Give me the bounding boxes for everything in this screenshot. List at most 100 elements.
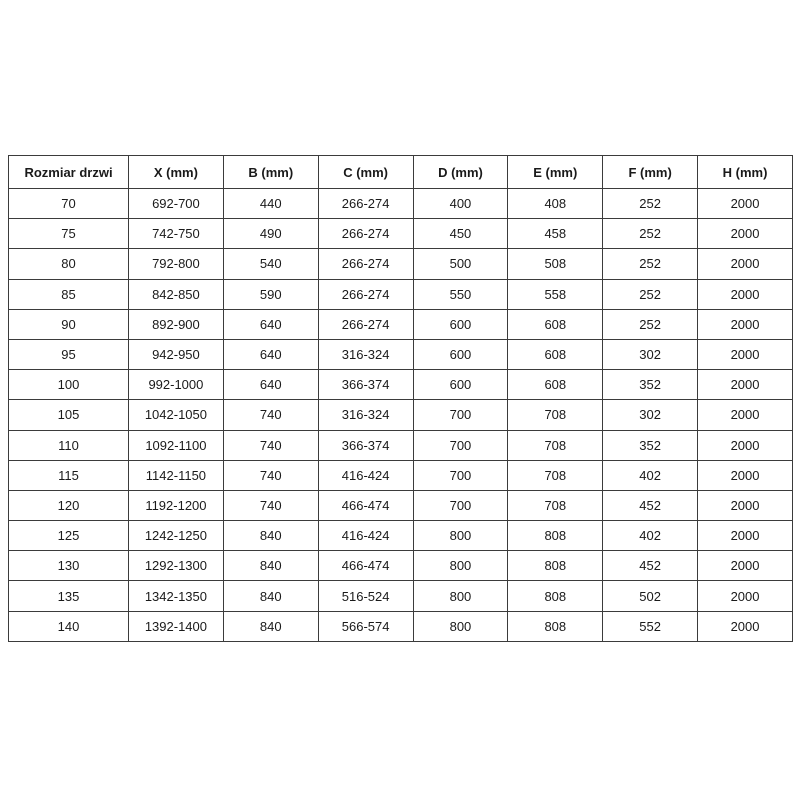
- value-cell: 692-700: [128, 187, 224, 220]
- value-cell: 740: [222, 399, 319, 431]
- value-cell: 466-474: [317, 489, 414, 522]
- column-header-1: X (mm): [128, 155, 224, 189]
- table-row: 130 1292-1300 840 466-474 800 808 452 2000: [8, 550, 793, 582]
- value-cell: 2000: [697, 550, 793, 582]
- value-cell: 1192-1200: [128, 489, 224, 522]
- table-row: 140 1392-1400 840 566-574 800 808 552 2000: [8, 610, 793, 642]
- column-header-2: B (mm): [222, 155, 319, 189]
- value-cell: 1042-1050: [128, 399, 224, 431]
- value-cell: 508: [507, 248, 604, 280]
- value-cell: 316-324: [317, 338, 414, 371]
- table-row: 100 992-1000 640 366-374 600 608 352 2000: [8, 369, 793, 401]
- value-cell: 352: [602, 429, 699, 461]
- table-head: Rozmiar drzwi X (mm) B (mm) C (mm) D (mm) E (…: [8, 155, 793, 189]
- value-cell: 502: [602, 580, 699, 612]
- value-cell: 840: [222, 550, 319, 582]
- value-cell: 708: [507, 399, 604, 431]
- column-header-4: D (mm): [412, 155, 509, 189]
- value-cell: 700: [412, 399, 509, 431]
- value-cell: 2000: [697, 218, 793, 250]
- value-cell: 416-424: [317, 459, 414, 491]
- table-row: 70 692-700 440 266-274 400 408 252 2000: [8, 187, 793, 220]
- value-cell: 700: [412, 489, 509, 522]
- value-cell: 558: [507, 278, 604, 310]
- value-cell: 1092-1100: [128, 429, 224, 461]
- value-cell: 590: [222, 278, 319, 310]
- column-header-6: F (mm): [602, 155, 699, 189]
- door-size-spec-table: Rozmiar drzwi X (mm) B (mm) C (mm) D (mm) E (…: [8, 155, 793, 642]
- value-cell: 252: [602, 218, 699, 250]
- row-size-cell: 75: [8, 218, 129, 250]
- door-size-table-container: Rozmiar drzwi X (mm) B (mm) C (mm) D (mm) E (…: [8, 155, 793, 642]
- value-cell: 408: [507, 187, 604, 220]
- row-size-cell: 120: [8, 489, 129, 522]
- value-cell: 608: [507, 369, 604, 401]
- table-row: 80 792-800 540 266-274 500 508 252 2000: [8, 248, 793, 280]
- value-cell: 266-274: [317, 187, 414, 220]
- value-cell: 992-1000: [128, 369, 224, 401]
- value-cell: 740: [222, 429, 319, 461]
- value-cell: 2000: [697, 187, 793, 220]
- column-header-5: E (mm): [507, 155, 604, 189]
- header-row: Rozmiar drzwi X (mm) B (mm) C (mm) D (mm) E (…: [8, 155, 793, 189]
- value-cell: 550: [412, 278, 509, 310]
- value-cell: 316-324: [317, 399, 414, 431]
- value-cell: 1292-1300: [128, 550, 224, 582]
- value-cell: 1342-1350: [128, 580, 224, 612]
- value-cell: 640: [222, 308, 319, 340]
- value-cell: 352: [602, 369, 699, 401]
- row-size-cell: 130: [8, 550, 129, 582]
- value-cell: 2000: [697, 489, 793, 522]
- value-cell: 366-374: [317, 369, 414, 401]
- column-header-0: Rozmiar drzwi: [8, 155, 129, 189]
- value-cell: 808: [507, 550, 604, 582]
- value-cell: 800: [412, 580, 509, 612]
- value-cell: 266-274: [317, 308, 414, 340]
- value-cell: 808: [507, 580, 604, 612]
- value-cell: 842-850: [128, 278, 224, 310]
- value-cell: 516-524: [317, 580, 414, 612]
- column-header-3: C (mm): [317, 155, 414, 189]
- table-body: 70 692-700 440 266-274 400 408 252 2000 75 742-75…: [8, 187, 793, 642]
- value-cell: 266-274: [317, 218, 414, 250]
- value-cell: 700: [412, 459, 509, 491]
- value-cell: 600: [412, 369, 509, 401]
- value-cell: 2000: [697, 580, 793, 612]
- value-cell: 740: [222, 489, 319, 522]
- value-cell: 2000: [697, 369, 793, 401]
- value-cell: 402: [602, 459, 699, 491]
- value-cell: 266-274: [317, 248, 414, 280]
- value-cell: 302: [602, 399, 699, 431]
- value-cell: 266-274: [317, 278, 414, 310]
- value-cell: 640: [222, 338, 319, 371]
- value-cell: 800: [412, 610, 509, 642]
- value-cell: 2000: [697, 338, 793, 371]
- table-row: 85 842-850 590 266-274 550 558 252 2000: [8, 278, 793, 310]
- value-cell: 708: [507, 489, 604, 522]
- row-size-cell: 85: [8, 278, 129, 310]
- value-cell: 450: [412, 218, 509, 250]
- value-cell: 600: [412, 308, 509, 340]
- value-cell: 252: [602, 308, 699, 340]
- value-cell: 1392-1400: [128, 610, 224, 642]
- row-size-cell: 90: [8, 308, 129, 340]
- value-cell: 452: [602, 550, 699, 582]
- value-cell: 808: [507, 520, 604, 552]
- value-cell: 742-750: [128, 218, 224, 250]
- row-size-cell: 115: [8, 459, 129, 491]
- value-cell: 440: [222, 187, 319, 220]
- value-cell: 252: [602, 248, 699, 280]
- value-cell: 640: [222, 369, 319, 401]
- row-size-cell: 125: [8, 520, 129, 552]
- value-cell: 792-800: [128, 248, 224, 280]
- value-cell: 252: [602, 187, 699, 220]
- value-cell: 2000: [697, 278, 793, 310]
- value-cell: 252: [602, 278, 699, 310]
- value-cell: 2000: [697, 429, 793, 461]
- table-row: 110 1092-1100 740 366-374 700 708 352 2000: [8, 429, 793, 461]
- value-cell: 608: [507, 338, 604, 371]
- value-cell: 500: [412, 248, 509, 280]
- value-cell: 2000: [697, 399, 793, 431]
- value-cell: 608: [507, 308, 604, 340]
